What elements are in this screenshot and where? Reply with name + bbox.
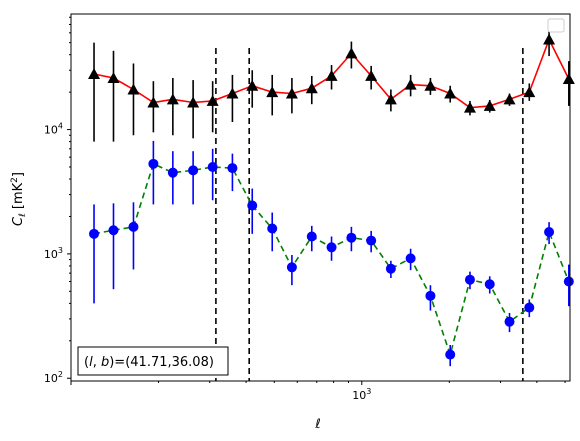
data-point — [365, 69, 378, 81]
data-point — [544, 227, 555, 238]
data-point — [108, 225, 119, 236]
data-point — [503, 93, 516, 105]
data-point — [366, 235, 377, 246]
annotation-text: (l, b)=(41.71,36.08) — [84, 355, 214, 370]
data-point — [128, 221, 139, 232]
data-point — [305, 82, 318, 94]
data-point — [187, 96, 200, 108]
data-point — [424, 79, 437, 91]
data-point — [266, 86, 279, 98]
legend — [547, 18, 565, 33]
y-tick-label: 104 — [44, 122, 63, 137]
x-axis-label: ℓ — [314, 417, 320, 432]
data-point — [483, 99, 496, 111]
x-axis: 103 — [70, 381, 566, 402]
annotation-frame — [77, 346, 229, 376]
data-point — [345, 47, 358, 59]
data-point — [107, 71, 120, 83]
data-point — [523, 86, 536, 98]
data-point — [306, 231, 317, 242]
y-tick-label: 102 — [44, 370, 63, 385]
data-point — [326, 242, 337, 253]
data-point — [267, 223, 278, 234]
data-point — [524, 302, 535, 313]
annotation-box: (l, b)=(41.71,36.08) — [77, 346, 229, 376]
data-point — [562, 73, 575, 85]
data-point — [404, 78, 417, 90]
data-point — [206, 94, 219, 106]
data-point — [504, 316, 515, 327]
data-point — [543, 33, 556, 45]
data-point — [285, 87, 298, 99]
data-point — [463, 101, 476, 113]
series-1 — [88, 29, 575, 142]
data-point — [444, 87, 457, 99]
data-point — [147, 96, 160, 108]
data-point — [346, 232, 357, 243]
data-point — [425, 290, 436, 301]
data-point — [286, 262, 297, 273]
plot-frame — [70, 13, 571, 382]
data-point — [188, 165, 199, 176]
series-2 — [89, 140, 574, 367]
data-point — [445, 349, 456, 360]
y-axis-label: Cℓ [mK2] — [10, 172, 28, 226]
data-point — [464, 274, 475, 285]
data-point — [127, 83, 140, 95]
data-point — [89, 228, 100, 239]
data-point — [325, 69, 338, 81]
data-point — [484, 279, 495, 290]
data-point — [167, 167, 178, 178]
svg-text:Cℓ [mK2]: Cℓ [mK2] — [10, 172, 28, 226]
data-point — [246, 79, 259, 91]
y-tick-label: 103 — [44, 246, 63, 261]
data-point — [247, 200, 258, 211]
data-point — [385, 263, 396, 274]
legend-frame — [547, 18, 565, 33]
y-axis: 102 103 104 — [44, 16, 71, 385]
data-point — [148, 158, 159, 169]
x-tick-label: 103 — [352, 387, 371, 402]
data-point — [405, 253, 416, 264]
data-point — [226, 87, 239, 99]
data-point — [207, 161, 218, 172]
data-point — [88, 67, 101, 79]
data-point — [227, 163, 238, 174]
plot-area — [88, 29, 575, 381]
data-point — [384, 93, 397, 105]
data-point — [563, 276, 574, 287]
data-point — [166, 93, 179, 105]
